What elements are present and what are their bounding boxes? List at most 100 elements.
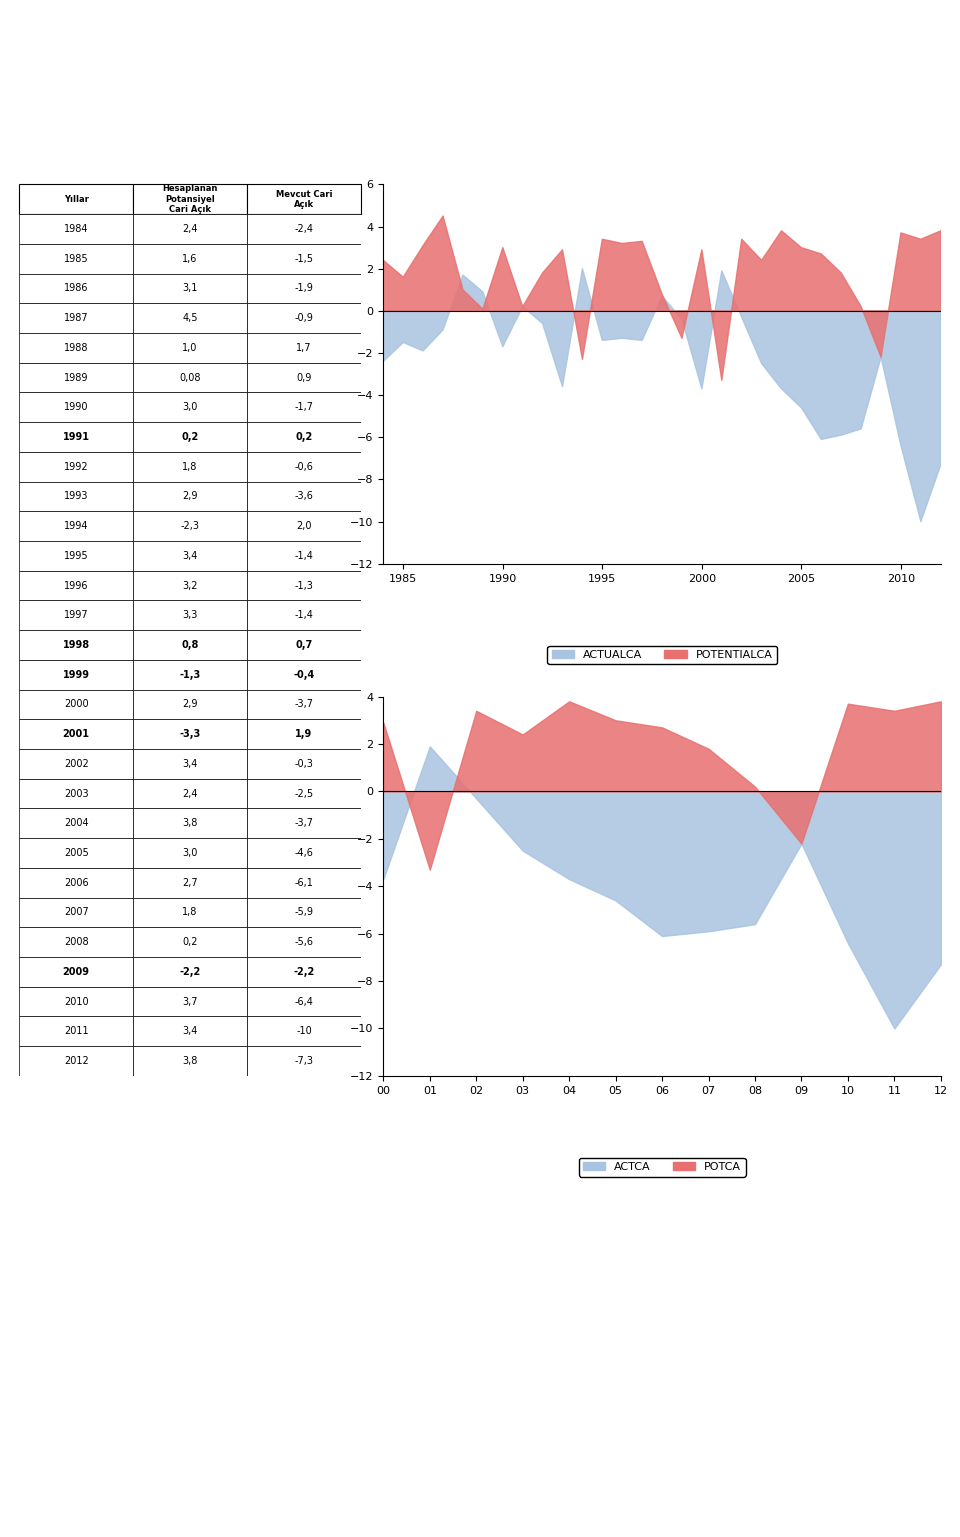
Text: 3,0: 3,0 <box>182 403 198 412</box>
Text: 1986: 1986 <box>64 283 88 294</box>
Text: 2004: 2004 <box>63 818 88 828</box>
Bar <box>247 601 361 630</box>
Text: -1,5: -1,5 <box>295 254 313 264</box>
Bar <box>133 719 247 749</box>
Bar <box>133 303 247 334</box>
Bar <box>19 601 133 630</box>
Bar <box>19 363 133 392</box>
Bar <box>133 779 247 808</box>
Bar <box>19 868 133 898</box>
Bar <box>19 244 133 274</box>
Text: 2012: 2012 <box>63 1056 88 1067</box>
Text: -10: -10 <box>296 1027 312 1036</box>
Bar <box>133 570 247 601</box>
Text: 1984: 1984 <box>64 224 88 234</box>
Bar <box>19 184 133 214</box>
Text: 2000: 2000 <box>63 699 88 710</box>
Bar <box>247 334 361 363</box>
Bar <box>133 1047 247 1076</box>
Text: 2005: 2005 <box>63 848 88 858</box>
Text: 0,2: 0,2 <box>181 432 199 443</box>
Text: -3,6: -3,6 <box>295 492 313 501</box>
Bar <box>19 898 133 927</box>
Bar <box>133 749 247 779</box>
Text: 2006: 2006 <box>63 878 88 888</box>
Text: -1,7: -1,7 <box>295 403 313 412</box>
Text: -3,3: -3,3 <box>180 729 201 739</box>
Text: -7,3: -7,3 <box>295 1056 313 1067</box>
Bar <box>133 630 247 659</box>
Bar <box>19 274 133 303</box>
Text: -2,5: -2,5 <box>295 788 314 799</box>
Text: 4,5: 4,5 <box>182 314 198 323</box>
Text: 1992: 1992 <box>63 461 88 472</box>
Bar <box>247 570 361 601</box>
Text: -2,2: -2,2 <box>180 967 201 978</box>
Bar <box>133 392 247 423</box>
Text: -2,3: -2,3 <box>180 521 200 532</box>
Text: 2011: 2011 <box>63 1027 88 1036</box>
Text: 3,4: 3,4 <box>182 759 198 768</box>
Text: 2009: 2009 <box>62 967 89 978</box>
Text: 3,2: 3,2 <box>182 581 198 590</box>
Bar <box>133 868 247 898</box>
Text: -5,9: -5,9 <box>295 907 313 918</box>
Bar <box>19 392 133 423</box>
Bar <box>247 958 361 987</box>
Text: 2,9: 2,9 <box>182 492 198 501</box>
Text: 1993: 1993 <box>64 492 88 501</box>
Text: -0,3: -0,3 <box>295 759 313 768</box>
Text: 1997: 1997 <box>63 610 88 621</box>
Text: -3,7: -3,7 <box>295 818 313 828</box>
Bar <box>247 452 361 481</box>
Text: 2008: 2008 <box>63 938 88 947</box>
Bar <box>19 630 133 659</box>
Bar <box>247 392 361 423</box>
Bar <box>19 452 133 481</box>
Bar <box>247 659 361 690</box>
Text: 1998: 1998 <box>62 639 89 650</box>
Text: 3,3: 3,3 <box>182 610 198 621</box>
Text: 3,4: 3,4 <box>182 1027 198 1036</box>
Text: 1999: 1999 <box>62 670 89 679</box>
Bar <box>247 1047 361 1076</box>
Text: -2,2: -2,2 <box>294 967 315 978</box>
Bar <box>19 749 133 779</box>
Text: -0,9: -0,9 <box>295 314 313 323</box>
Bar <box>133 244 247 274</box>
Bar <box>247 512 361 541</box>
Bar <box>19 779 133 808</box>
Bar <box>133 1016 247 1047</box>
Text: 3,0: 3,0 <box>182 848 198 858</box>
Legend: ACTUALCA, POTENTIALCA: ACTUALCA, POTENTIALCA <box>547 646 777 664</box>
Text: -1,9: -1,9 <box>295 283 313 294</box>
Bar <box>19 927 133 958</box>
Bar <box>247 541 361 570</box>
Text: 1,9: 1,9 <box>296 729 313 739</box>
Bar <box>247 363 361 392</box>
Bar <box>247 423 361 452</box>
Text: -1,4: -1,4 <box>295 550 313 561</box>
Bar <box>19 481 133 512</box>
Bar <box>19 334 133 363</box>
Bar <box>19 303 133 334</box>
Bar <box>247 838 361 868</box>
Text: 1988: 1988 <box>64 343 88 354</box>
Text: 3,7: 3,7 <box>182 996 198 1007</box>
Bar <box>247 481 361 512</box>
Text: 1990: 1990 <box>64 403 88 412</box>
Bar <box>247 749 361 779</box>
Bar <box>247 1016 361 1047</box>
Bar <box>247 690 361 719</box>
Bar <box>133 512 247 541</box>
Bar <box>19 838 133 868</box>
Bar <box>133 601 247 630</box>
Bar <box>19 659 133 690</box>
Bar <box>133 481 247 512</box>
Bar <box>133 452 247 481</box>
Text: -1,3: -1,3 <box>180 670 201 679</box>
Bar <box>133 334 247 363</box>
Text: 3,4: 3,4 <box>182 550 198 561</box>
Bar <box>133 659 247 690</box>
Text: -0,6: -0,6 <box>295 461 313 472</box>
